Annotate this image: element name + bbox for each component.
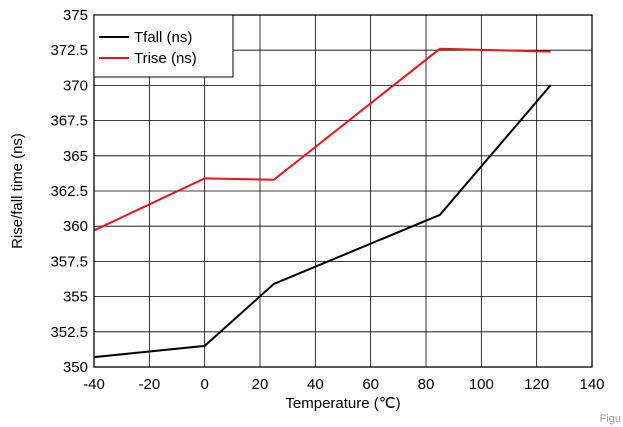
x-tick-label: 80 [418,376,435,393]
x-tick-label: -40 [83,376,105,393]
y-tick-label: 355 [63,289,88,306]
x-tick-label: 60 [362,376,379,393]
y-tick-label: 357.5 [50,253,88,270]
y-tick-label: 365 [63,148,88,165]
x-tick-label: 140 [579,376,604,393]
series-lines [93,47,552,359]
legend-label: Tfall (ns) [134,29,192,46]
y-tick-label: 372.5 [50,42,88,59]
y-tick-label: 375 [63,7,88,24]
y-tick-label: 370 [63,77,88,94]
x-tick-label: 120 [524,376,549,393]
grid-lines [94,15,592,367]
figure-caption-fragment: Figu [599,413,621,425]
legend: Tfall (ns) Trise (ns) [93,14,234,78]
x-axis-title: Temperature (℃) [285,395,400,412]
y-tick-label: 352.5 [50,324,88,341]
y-axis-tick-labels: 350 352.5 355 357.5 360 362.5 365 367.5 370 372.5… [50,7,88,376]
legend-label: Trise (ns) [134,50,197,67]
y-tick-label: 360 [63,218,88,235]
series-line-trise [93,47,551,232]
y-axis-title: Rise/fall time (ns) [9,133,26,249]
y-tick-label: 350 [63,359,88,376]
y-tick-label: 362.5 [50,183,88,200]
x-tick-label: 0 [200,376,208,393]
series-line-tfall [93,84,552,359]
plot-area-frame [93,14,593,368]
legend-box [93,14,234,78]
x-tick-label: 100 [469,376,494,393]
x-axis-tick-labels: -40 -20 0 20 40 60 80 100 120 140 [83,376,604,393]
x-tick-label: -20 [138,376,160,393]
x-tick-label: 40 [307,376,324,393]
x-tick-label: 20 [252,376,269,393]
y-tick-label: 367.5 [50,113,88,130]
